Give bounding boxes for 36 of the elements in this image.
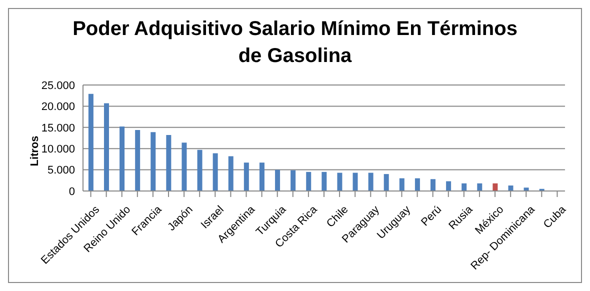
bar xyxy=(228,156,234,191)
bar xyxy=(352,172,358,191)
y-tick-label: 0 xyxy=(68,186,75,198)
bar xyxy=(384,174,389,191)
y-tick-label: 20.000 xyxy=(41,101,75,114)
bar xyxy=(135,130,140,191)
bar xyxy=(492,183,498,191)
bar xyxy=(306,172,312,191)
bar xyxy=(508,185,514,191)
bar xyxy=(244,162,249,191)
bar xyxy=(88,94,94,191)
bar xyxy=(399,178,404,191)
y-tick-label: 15.000 xyxy=(41,122,75,134)
bar xyxy=(462,183,467,191)
y-tick-label: 10.000 xyxy=(41,144,75,156)
bar xyxy=(430,179,436,191)
y-tick-label: 5.000 xyxy=(47,164,75,177)
bar xyxy=(104,103,109,191)
bar xyxy=(120,126,125,191)
chart-title: Poder Adquisitivo Salario Mínimo En Términos de Gasolina xyxy=(72,17,518,69)
bar xyxy=(446,181,452,191)
bar xyxy=(414,178,420,191)
bar xyxy=(275,170,280,191)
bar xyxy=(259,162,264,191)
bar xyxy=(477,183,482,191)
y-axis-title: Litros xyxy=(29,136,41,166)
bar xyxy=(337,172,342,191)
bar xyxy=(197,150,202,191)
bar xyxy=(182,142,187,191)
y-tick-label: 25.000 xyxy=(41,80,75,92)
bar xyxy=(322,172,327,191)
bar xyxy=(150,132,156,191)
bar xyxy=(166,135,172,191)
bar xyxy=(368,172,374,191)
bar xyxy=(212,153,218,191)
bar xyxy=(290,170,296,191)
